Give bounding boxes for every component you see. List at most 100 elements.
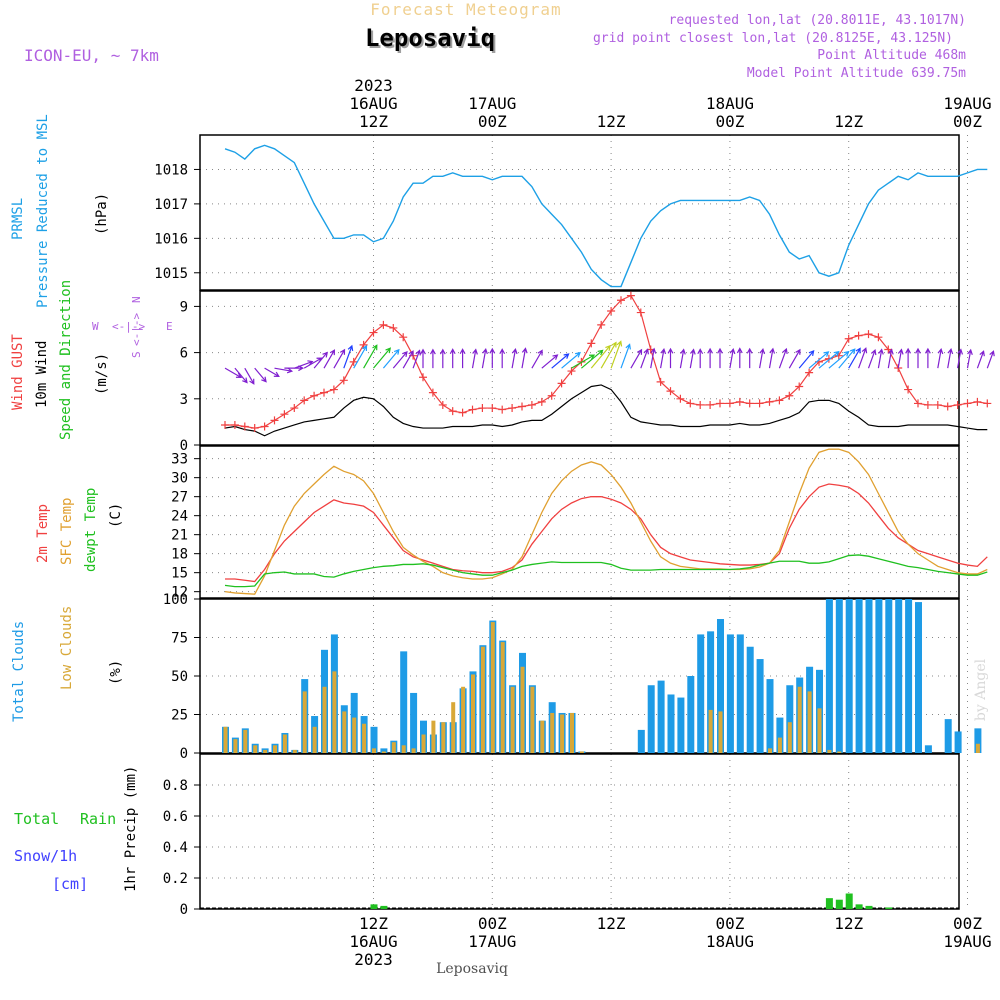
total-cloud-bar (915, 602, 922, 753)
low-cloud-bar (777, 737, 782, 753)
low-cloud-bar (797, 686, 802, 753)
wind-direction-arrow (848, 347, 861, 369)
ytick-label: 9 (180, 299, 188, 315)
gust-marker (854, 331, 863, 340)
requested-coords: requested lon,lat (20.8011E, 43.1017N) (669, 13, 966, 28)
gust-marker (943, 402, 952, 411)
low-cloud-bar (342, 711, 347, 753)
low-cloud-bar (391, 742, 396, 753)
ytick-label: 1017 (154, 197, 188, 213)
low-cloud-bar (579, 751, 584, 753)
total-cloud-bar (717, 619, 724, 753)
rain-bar (835, 899, 843, 909)
gust-marker (636, 308, 645, 317)
low-cloud-bar (500, 642, 505, 753)
gust-marker (904, 385, 913, 394)
wind-direction-arrow (499, 348, 506, 369)
ytick-label: 24 (171, 509, 188, 525)
wind-direction-arrow (778, 347, 788, 369)
wind-direction-arrow (828, 350, 850, 369)
low-cloud-bar (411, 748, 416, 753)
total-cloud-bar (766, 679, 774, 753)
wind-direction-arrow (746, 347, 753, 369)
panel-clouds: 0 25 50 75 100 (163, 592, 982, 762)
ytick-label: 1015 (154, 266, 188, 282)
low-cloud-bar (312, 726, 317, 753)
wind-direction-arrow (373, 347, 392, 369)
wind-direction-arrow (581, 349, 604, 369)
panel-frame (199, 134, 960, 291)
compass-n: N (130, 296, 143, 303)
dewpt-label: dewpt Temp (83, 488, 99, 572)
ytick-label: 30 (171, 471, 188, 487)
low-cloud-bar (223, 726, 228, 753)
pressure-label-1: PRMSL (10, 198, 26, 240)
wind-direction-arrow (521, 347, 528, 369)
wind-direction-arrow (630, 348, 643, 369)
low-cloud-bar (827, 749, 832, 753)
time-label-top: 16AUG (349, 94, 397, 113)
wind-direction-arrow (858, 347, 868, 369)
low-cloud-bar (540, 720, 545, 753)
time-label-bottom: 2023 (354, 950, 393, 969)
gust-marker (775, 396, 784, 405)
gust-marker (666, 387, 675, 396)
panel-frame (199, 290, 960, 446)
time-label-bottom: 12Z (834, 914, 863, 933)
wind-direction-arrow (571, 354, 596, 369)
panel-precip: 0 0.2 0.4 0.6 0.8 (163, 753, 968, 918)
low-cloud-bar (332, 671, 337, 753)
gust-marker (607, 307, 616, 316)
ytick-label: 33 (171, 452, 188, 468)
wind-direction-arrow (392, 350, 408, 369)
wind-direction-arrow (957, 348, 964, 369)
compass-e: E (166, 320, 173, 333)
low-cloud-label: Low Clouds (59, 606, 75, 690)
gust-marker (805, 368, 814, 377)
total-cloud-bar (845, 599, 853, 753)
low-cloud-bar (362, 723, 367, 753)
gust-marker (547, 391, 556, 400)
time-label-bottom: 00Z (715, 914, 744, 933)
cloud-labels: Total Clouds Low Clouds (%) (11, 606, 124, 722)
location-title: Leposaviq (365, 24, 495, 52)
time-label-top: 19AUG (943, 94, 991, 113)
gust-marker (290, 404, 299, 413)
dewpt-line (224, 554, 988, 588)
gust-marker (537, 397, 546, 406)
gust-marker (230, 420, 239, 429)
total-cloud-bar (944, 719, 952, 753)
gust-marker (478, 404, 487, 413)
gust-marker (706, 400, 715, 409)
wind-direction-arrow (313, 351, 329, 369)
total-cloud-bar (855, 599, 863, 753)
total-cloud-bar (756, 659, 764, 753)
gust-marker (250, 424, 259, 433)
gust-marker (963, 399, 972, 408)
wind-direction-arrow (707, 347, 714, 369)
gust-marker (765, 397, 774, 406)
point-altitude: Point Altitude 468m (817, 48, 966, 63)
pressure-line (224, 144, 988, 288)
wind-direction-arrow (264, 367, 280, 377)
ytick-label: 50 (171, 669, 188, 685)
wind-direction-arrow (254, 367, 267, 383)
gust-marker (498, 405, 507, 414)
ytick-label: 3 (180, 392, 188, 408)
gust-marker (458, 408, 467, 417)
gust-marker (914, 399, 922, 408)
gust-marker (320, 388, 328, 397)
time-label-top: 00Z (715, 112, 744, 131)
wind-direction-arrow (877, 348, 884, 369)
low-cloud-bar (421, 734, 426, 753)
low-cloud-bar (292, 749, 297, 753)
gust-marker (270, 416, 279, 425)
time-label-top: 2023 (354, 76, 393, 95)
ytick-label: 0.4 (163, 840, 188, 856)
gust-marker (428, 388, 437, 397)
wind-direction-arrow (590, 344, 611, 369)
wind-direction-arrow (274, 367, 294, 374)
total-cloud-bar (746, 646, 754, 753)
wind-direction-arrow (531, 349, 543, 369)
